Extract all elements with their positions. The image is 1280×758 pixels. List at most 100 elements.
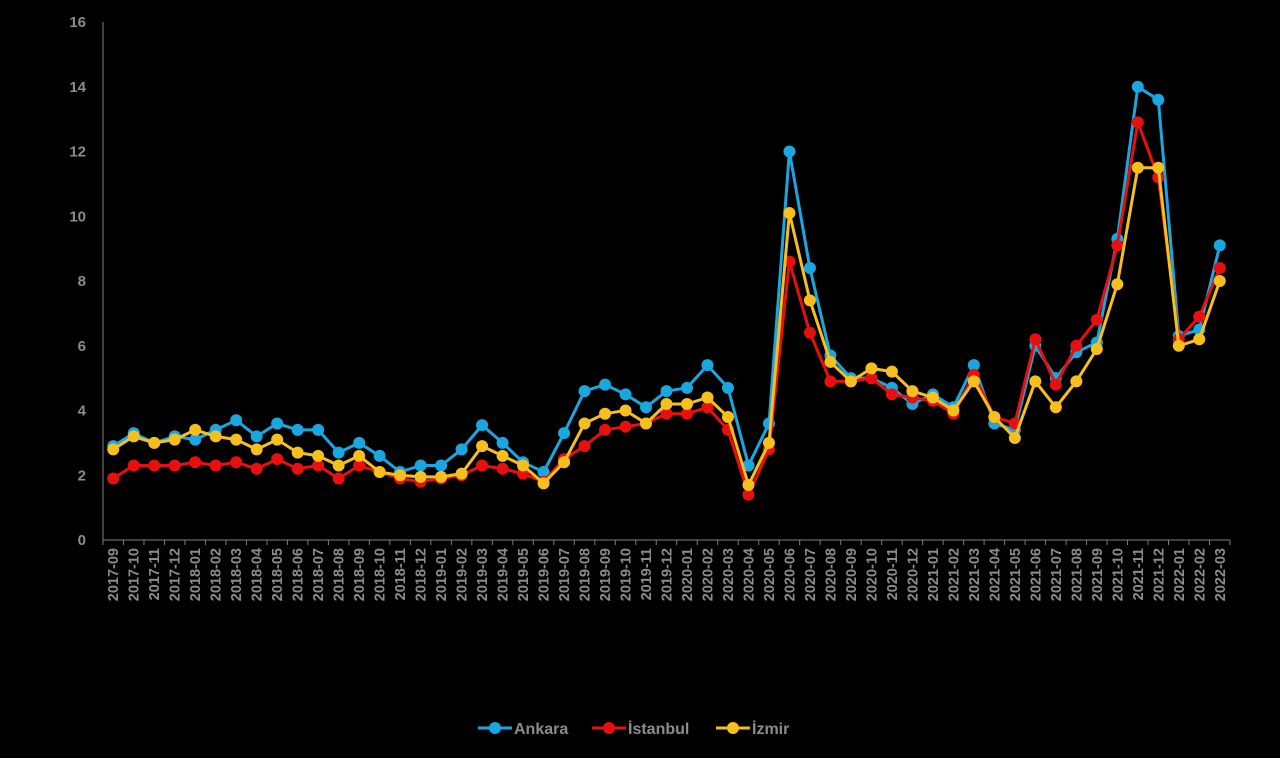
data-point bbox=[250, 462, 263, 475]
x-tick-label: 2022-02 bbox=[1192, 548, 1208, 601]
x-tick-label: 2018-01 bbox=[188, 548, 204, 601]
x-tick-label: 2020-12 bbox=[905, 548, 921, 601]
data-point bbox=[394, 469, 407, 482]
x-tick-label: 2021-11 bbox=[1131, 548, 1147, 600]
x-tick-label: 2017-09 bbox=[106, 548, 122, 601]
legend-item: İzmir bbox=[716, 720, 789, 738]
data-point bbox=[865, 362, 878, 375]
data-point bbox=[701, 359, 714, 372]
data-point bbox=[1193, 310, 1206, 323]
data-point bbox=[885, 388, 898, 401]
data-point bbox=[783, 145, 796, 158]
data-point bbox=[148, 436, 161, 449]
data-point bbox=[496, 462, 509, 475]
x-tick-label: 2021-06 bbox=[1028, 548, 1044, 601]
legend: Ankara İstanbul İzmir bbox=[478, 720, 789, 738]
data-point bbox=[127, 459, 140, 472]
data-point bbox=[353, 449, 366, 462]
data-point bbox=[168, 459, 181, 472]
x-tick-label: 2022-03 bbox=[1213, 548, 1229, 601]
x-tick-label: 2018-06 bbox=[291, 548, 307, 601]
x-tick-label: 2018-03 bbox=[229, 548, 245, 601]
x-tick-label: 2020-09 bbox=[844, 548, 860, 601]
data-point bbox=[844, 375, 857, 388]
data-point bbox=[1213, 275, 1226, 287]
legend-label: Ankara bbox=[514, 721, 568, 738]
data-point bbox=[701, 401, 714, 414]
x-tick-label: 2021-05 bbox=[1008, 548, 1024, 601]
data-point bbox=[721, 410, 734, 423]
y-tick-label: 0 bbox=[78, 532, 86, 549]
data-point bbox=[127, 430, 140, 443]
x-tick-label: 2020-10 bbox=[864, 548, 880, 601]
data-point bbox=[680, 398, 693, 411]
x-tick-label: 2017-11 bbox=[147, 548, 163, 600]
data-point bbox=[599, 378, 612, 391]
data-point bbox=[332, 446, 345, 459]
data-point bbox=[640, 417, 653, 430]
data-point bbox=[414, 459, 427, 472]
legend-marker bbox=[603, 722, 615, 734]
data-point bbox=[1131, 116, 1144, 129]
data-point bbox=[271, 453, 284, 466]
x-tick-label: 2018-12 bbox=[414, 548, 430, 601]
x-tick-label: 2020-05 bbox=[762, 548, 778, 601]
x-tick-label: 2019-11 bbox=[639, 548, 655, 600]
data-point bbox=[107, 443, 120, 456]
data-point bbox=[1049, 378, 1062, 391]
data-point bbox=[1090, 313, 1103, 326]
y-tick-label: 4 bbox=[78, 403, 87, 420]
x-tick-label: 2020-02 bbox=[700, 548, 716, 601]
data-point bbox=[230, 456, 243, 469]
y-tick-label: 14 bbox=[69, 79, 86, 96]
y-tick-label: 6 bbox=[78, 338, 86, 355]
data-point bbox=[414, 470, 427, 483]
x-tick-label: 2021-08 bbox=[1069, 548, 1085, 601]
x-tick-label: 2017-12 bbox=[168, 548, 184, 601]
data-point bbox=[1008, 432, 1021, 445]
data-point bbox=[803, 326, 816, 339]
x-tick-label: 2019-03 bbox=[475, 548, 491, 601]
data-point bbox=[312, 423, 325, 436]
data-point bbox=[1131, 80, 1144, 93]
data-point bbox=[619, 420, 632, 433]
data-point bbox=[1111, 239, 1124, 252]
x-tick-label: 2020-08 bbox=[823, 548, 839, 601]
x-tick-label: 2017-10 bbox=[127, 548, 143, 601]
legend-item: İstanbul bbox=[592, 720, 689, 738]
data-point bbox=[537, 477, 550, 490]
data-point bbox=[885, 365, 898, 378]
data-point bbox=[599, 423, 612, 436]
data-point bbox=[189, 456, 202, 469]
x-tick-label: 2018-10 bbox=[373, 548, 389, 601]
data-point bbox=[250, 430, 263, 443]
data-point bbox=[967, 359, 980, 372]
x-tick-label: 2018-11 bbox=[393, 548, 409, 600]
data-point bbox=[1213, 262, 1226, 275]
x-tick-label: 2021-09 bbox=[1090, 548, 1106, 601]
data-point bbox=[189, 423, 202, 436]
x-tick-label: 2018-08 bbox=[332, 548, 348, 601]
data-point bbox=[435, 470, 448, 483]
x-tick-label: 2020-06 bbox=[782, 548, 798, 601]
data-point bbox=[988, 410, 1001, 423]
data-point bbox=[701, 391, 714, 404]
data-point bbox=[619, 404, 632, 417]
data-point bbox=[906, 385, 919, 398]
data-point bbox=[332, 472, 345, 485]
x-tick-label: 2018-05 bbox=[270, 548, 286, 601]
legend-label: İstanbul bbox=[628, 720, 689, 738]
data-point bbox=[209, 430, 222, 443]
x-tick-label: 2019-04 bbox=[496, 548, 512, 601]
x-tick-label: 2020-04 bbox=[741, 548, 757, 601]
data-point bbox=[373, 449, 386, 462]
x-tick-label: 2019-06 bbox=[537, 548, 553, 601]
data-point bbox=[824, 375, 837, 388]
x-tick-label: 2020-01 bbox=[680, 548, 696, 601]
data-point bbox=[476, 459, 489, 472]
x-tick-label: 2020-07 bbox=[803, 548, 819, 601]
data-point bbox=[148, 459, 161, 472]
data-point bbox=[824, 355, 837, 368]
data-point bbox=[230, 414, 243, 427]
